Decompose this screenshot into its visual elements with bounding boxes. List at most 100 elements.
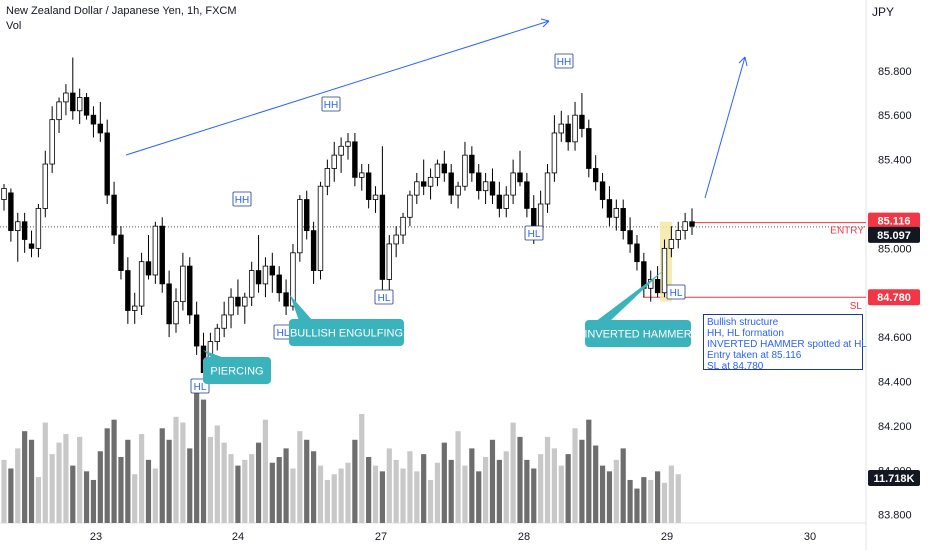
candle-body bbox=[125, 270, 131, 311]
volume-bar bbox=[510, 422, 516, 523]
sl-level-label: SL bbox=[850, 301, 863, 312]
structure-label-box bbox=[524, 225, 544, 241]
callout-bullish-engulfing-text: BULLISH ENGULFING bbox=[290, 328, 403, 340]
volume-bar bbox=[118, 457, 124, 523]
candle-body bbox=[627, 230, 633, 245]
candle-body bbox=[462, 154, 468, 187]
volume-bar bbox=[655, 471, 661, 523]
volume-bar bbox=[421, 454, 427, 523]
candle-body bbox=[187, 265, 193, 316]
volume-bar bbox=[290, 468, 296, 523]
volume-bar bbox=[352, 439, 358, 523]
volume-bar bbox=[70, 465, 76, 523]
volume-bar bbox=[531, 468, 537, 523]
sl-price-tag: 84.780 bbox=[877, 292, 911, 304]
current-price-tag-box bbox=[868, 226, 920, 243]
candle-body bbox=[70, 92, 76, 112]
candle-body bbox=[489, 181, 496, 196]
structure-label: HL bbox=[277, 328, 290, 339]
candle-body bbox=[111, 194, 117, 236]
candle-body bbox=[620, 208, 626, 232]
volume-bar bbox=[372, 465, 379, 523]
volume-bar bbox=[606, 471, 613, 523]
volume-bar bbox=[524, 459, 530, 523]
trend-arrow-line[interactable] bbox=[125, 20, 550, 156]
volume-bar bbox=[627, 479, 633, 523]
sl-price-tag-box bbox=[868, 289, 920, 306]
volume-bar bbox=[35, 477, 41, 523]
candle-body bbox=[654, 279, 661, 294]
structure-label: HL bbox=[194, 382, 207, 393]
volume-bar bbox=[22, 431, 28, 523]
volume-bar bbox=[338, 468, 344, 523]
structure-label: HH bbox=[235, 195, 249, 206]
volume-bar bbox=[634, 488, 640, 523]
volume-bar bbox=[15, 448, 21, 523]
candle-body bbox=[496, 194, 503, 209]
candle-body bbox=[579, 114, 585, 129]
note-line: SL at 84.780 bbox=[707, 361, 764, 372]
volume-bar bbox=[359, 413, 365, 523]
entry-price-tag-box bbox=[868, 212, 920, 229]
candle-body bbox=[193, 314, 200, 347]
volume-bar bbox=[297, 431, 303, 523]
trend-arrow-head bbox=[540, 18, 550, 28]
candle-body bbox=[42, 163, 48, 209]
candle-body bbox=[544, 172, 551, 205]
volume-bar bbox=[586, 419, 592, 523]
volume-bar bbox=[173, 416, 179, 523]
volume-bar bbox=[28, 439, 35, 523]
projection-arrow-line[interactable] bbox=[704, 56, 746, 199]
candle-body bbox=[503, 194, 509, 209]
volume-bar bbox=[386, 448, 392, 523]
volume-bar bbox=[324, 479, 330, 523]
y-tick-label: 84.400 bbox=[878, 377, 912, 389]
candle-body bbox=[668, 239, 675, 249]
candle-body bbox=[414, 181, 420, 196]
candle-body bbox=[228, 296, 234, 316]
candle-body bbox=[159, 225, 165, 285]
candle-body bbox=[407, 194, 413, 218]
volume-bar bbox=[49, 454, 55, 523]
candle-body bbox=[297, 199, 303, 254]
candle-body bbox=[235, 296, 241, 307]
volume-bar bbox=[496, 459, 502, 523]
volume-bar bbox=[641, 477, 647, 523]
volume-bar bbox=[448, 459, 454, 523]
candle-body bbox=[365, 172, 372, 200]
volume-bar bbox=[441, 442, 447, 523]
volume-bar bbox=[42, 422, 48, 523]
volume-value-tag: 11.718K bbox=[874, 473, 915, 485]
note-line: INVERTED HAMMER spotted at HL bbox=[707, 339, 867, 350]
candle-body bbox=[145, 261, 152, 276]
structure-label: HL bbox=[378, 293, 391, 304]
volume-bar bbox=[311, 451, 317, 523]
candle-body bbox=[352, 141, 358, 178]
candle-body bbox=[455, 185, 461, 196]
volume-bar bbox=[111, 419, 117, 523]
y-tick-label: 85.800 bbox=[878, 66, 912, 78]
x-tick-label: 29 bbox=[661, 531, 673, 543]
structure-label-box bbox=[374, 289, 394, 305]
candle-body bbox=[35, 208, 42, 249]
volume-bar bbox=[187, 448, 193, 523]
candle-body bbox=[255, 270, 262, 285]
volume-bar bbox=[200, 399, 207, 523]
volume-bar bbox=[207, 436, 213, 523]
x-tick-label: 23 bbox=[90, 531, 102, 543]
candle-body bbox=[434, 163, 441, 178]
candle-body bbox=[359, 172, 365, 178]
candle-body bbox=[173, 301, 179, 325]
x-tick-label: 30 bbox=[804, 531, 816, 543]
volume-bar bbox=[538, 454, 544, 523]
volume-bar bbox=[159, 428, 165, 523]
candle-body bbox=[276, 274, 282, 294]
volume-bar bbox=[242, 459, 248, 523]
structure-label: HL bbox=[528, 229, 541, 240]
candle-body bbox=[599, 181, 606, 200]
candle-body bbox=[689, 221, 695, 227]
candle-body bbox=[565, 123, 571, 143]
candle-body bbox=[56, 101, 62, 121]
candle-body bbox=[15, 221, 21, 232]
